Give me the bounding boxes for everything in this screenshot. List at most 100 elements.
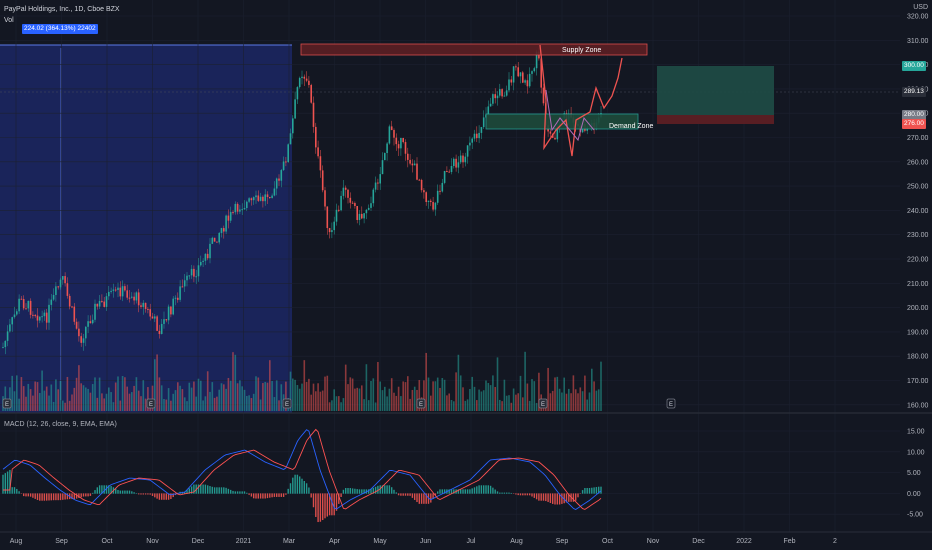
volume-bar: [43, 390, 46, 411]
time-tick-label: Sep: [556, 538, 569, 545]
macd-histogram-bar: [552, 493, 554, 504]
candle-body: [374, 182, 377, 190]
macd-histogram-bar: [110, 485, 112, 494]
volume-bar: [503, 379, 506, 411]
supply-zone[interactable]: [300, 43, 648, 56]
macd-label[interactable]: MACD (12, 26, close, 9, EMA, EMA): [4, 421, 117, 428]
earnings-marker-icon[interactable]: E: [416, 398, 426, 409]
macd-histogram-bar: [80, 493, 82, 498]
volume-bar: [170, 400, 172, 411]
volume-bar: [278, 400, 280, 411]
candle-body: [68, 295, 71, 307]
candle-body: [85, 326, 87, 339]
volume-bar: [124, 377, 126, 411]
macd-histogram-bar: [126, 490, 128, 494]
macd-histogram-bar: [423, 493, 425, 504]
volume-bar: [347, 384, 349, 411]
earnings-marker-icon[interactable]: E: [146, 398, 156, 409]
macd-histogram-bar: [533, 493, 535, 498]
candle-body: [439, 190, 441, 192]
macd-histogram-bar: [402, 493, 404, 496]
price-axis[interactable]: 320.00310.00300.00290.00280.00270.00260.…: [907, 14, 929, 410]
volume-bar: [510, 402, 513, 411]
volume-bar: [177, 382, 179, 411]
volume-bar: [262, 383, 264, 411]
candle-body: [459, 155, 462, 163]
macd-histogram-bar: [223, 487, 225, 494]
macd-tick-label: 10.00: [907, 449, 925, 456]
projection-path-2[interactable]: [545, 89, 595, 142]
volume-bar: [165, 399, 168, 411]
volume-bar: [296, 385, 299, 411]
volume-bar: [101, 393, 103, 411]
volume-bar: [381, 390, 384, 411]
demand-zone-label: Demand Zone: [609, 123, 653, 130]
long-position-loss[interactable]: [657, 115, 774, 124]
candle-body: [259, 196, 262, 201]
macd-histogram-bar: [386, 485, 388, 494]
macd-histogram-bar: [492, 487, 494, 494]
earnings-marker-icon[interactable]: E: [538, 398, 548, 409]
volume-bar: [535, 402, 538, 411]
volume-bar: [464, 400, 467, 411]
volume-bar: [73, 387, 76, 411]
macd-histogram-bar: [508, 492, 510, 494]
macd-histogram-bar: [128, 490, 131, 494]
time-tick-label: Jun: [420, 538, 431, 545]
candle-body: [71, 306, 73, 308]
macd-histogram-bar: [595, 487, 598, 494]
volume-bar: [135, 377, 138, 411]
chart-title[interactable]: PayPal Holdings, Inc., 1D, Cboe BZX: [4, 6, 120, 13]
time-tick-label: 2022: [736, 538, 752, 545]
volume-bar: [236, 383, 239, 411]
candle-body: [216, 241, 218, 243]
macd-histogram-bar: [124, 490, 126, 494]
macd-histogram-bar: [154, 493, 156, 498]
volume-bar: [494, 386, 496, 411]
volume-label[interactable]: Vol: [4, 17, 14, 24]
candle-body: [501, 89, 503, 97]
candle-body: [482, 117, 485, 128]
volume-bar: [103, 398, 105, 411]
volume-bar: [156, 354, 158, 411]
earnings-marker-icon[interactable]: E: [666, 398, 676, 409]
candle-body: [9, 324, 11, 332]
macd-histogram-bar: [241, 491, 243, 494]
volume-bar: [50, 384, 53, 411]
projection-path-1[interactable]: [539, 44, 623, 157]
demand-zone[interactable]: [485, 113, 639, 130]
macd-histogram-bar: [211, 486, 213, 494]
candle-body: [43, 312, 46, 317]
volume-bar: [18, 398, 20, 411]
macd-tick-label: 0.00: [907, 491, 921, 498]
macd-histogram-bar: [441, 489, 443, 494]
volume-bar: [563, 377, 565, 411]
earnings-marker-icon[interactable]: E: [2, 398, 12, 409]
candle-body: [347, 189, 349, 198]
candle-body: [535, 51, 538, 69]
volume-bar: [312, 383, 315, 411]
long-position-profit[interactable]: [657, 66, 774, 115]
volume-bar: [522, 397, 524, 411]
candle-body: [342, 187, 345, 196]
macd-panel: [2, 428, 602, 523]
macd-histogram-bar: [250, 493, 253, 497]
candle-body: [457, 162, 460, 168]
macd-histogram-bar: [308, 487, 310, 494]
volume-bar: [365, 364, 368, 411]
volume-bar: [377, 361, 379, 411]
time-axis[interactable]: Aug Sep Oct Nov Dec 2021 Mar Apr May Jun Jul Aug Sep…: [10, 538, 837, 545]
candle-body: [80, 336, 82, 343]
macd-histogram-bar: [82, 493, 85, 497]
candle-body: [397, 144, 400, 149]
candle-body: [170, 306, 172, 315]
macd-histogram-bar: [517, 493, 519, 496]
candle-body: [393, 130, 395, 138]
volume-bar: [400, 396, 402, 411]
price-tick-label: 220.00: [907, 257, 929, 264]
candle-body: [423, 190, 425, 193]
earnings-marker-icon[interactable]: E: [282, 398, 292, 409]
candle-body: [200, 261, 202, 266]
